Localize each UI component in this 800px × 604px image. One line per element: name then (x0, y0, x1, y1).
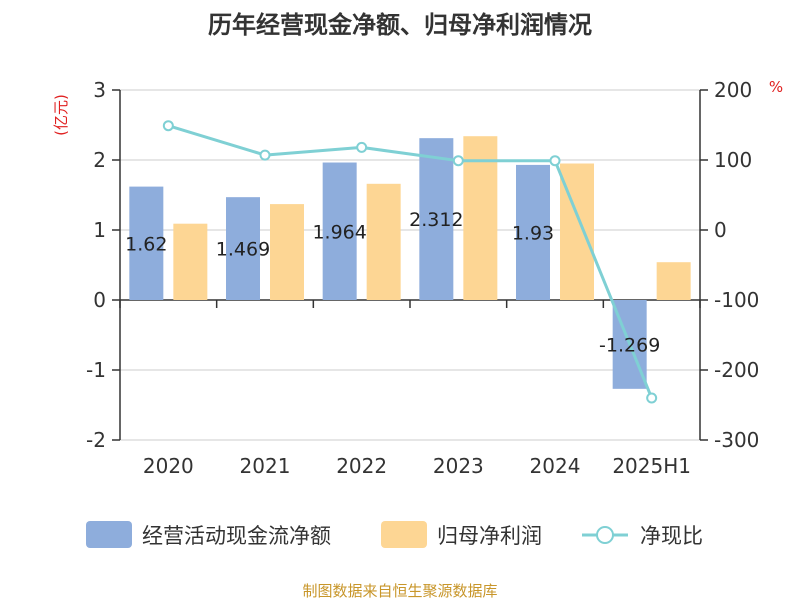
ratio-polyline (167, 124, 654, 399)
right-tick-label: -300 (714, 428, 759, 452)
x-tick-label: 2024 (530, 454, 581, 478)
ratio-point (549, 155, 561, 167)
bar-cash-flow (226, 197, 260, 300)
bar-cash-flow (129, 186, 164, 300)
x-tick-label: 2021 (240, 454, 291, 478)
bar-net-profit (463, 136, 498, 300)
bars (129, 136, 691, 389)
legend-swatch-cash (86, 521, 132, 548)
legend-label-profit: 归母净利润 (437, 524, 542, 548)
bar-cash-flow (419, 138, 454, 300)
cash-flow-data-label: -1.269 (599, 334, 660, 356)
cash-flow-data-label: 2.312 (409, 209, 463, 231)
right-tick-label: -100 (714, 288, 759, 312)
bar-net-profit (366, 183, 401, 300)
cash-flow-data-label: 1.62 (125, 233, 167, 255)
bar-cash-flow (516, 164, 550, 300)
data-labels: 1.62 1.469 1.964 2.312 1.93 -1.269 (125, 209, 660, 356)
bar-net-profit (173, 223, 208, 300)
ratio-point (259, 149, 271, 161)
left-tick-label: 0 (93, 288, 106, 312)
legend-label-ratio: 净现比 (640, 524, 703, 548)
ratio-point (356, 141, 368, 153)
cash-flow-data-label: 1.964 (312, 221, 366, 243)
right-tick-label: 0 (714, 218, 727, 242)
left-tick-label: -1 (86, 358, 106, 382)
bar-net-profit (270, 204, 304, 300)
legend-swatch-ratio-marker (596, 526, 614, 544)
left-tick-label: 2 (93, 148, 106, 172)
right-tick-label: 100 (714, 148, 752, 172)
cash-flow-data-label: 1.93 (512, 222, 554, 244)
ratio-point (162, 120, 174, 132)
left-tick-label: 1 (93, 218, 106, 242)
x-tick-label: 2025H1 (612, 454, 691, 478)
right-tick-label: 200 (714, 78, 752, 102)
bar-cash-flow (322, 162, 357, 300)
cash-flow-data-label: 1.469 (216, 239, 270, 261)
x-tick-label: 2020 (143, 454, 194, 478)
legend-swatch-profit (381, 521, 427, 548)
left-tick-label: -2 (86, 428, 106, 452)
chart-title: 历年经营现金净额、归母净利润情况 (208, 11, 592, 39)
ratio-point (646, 392, 658, 404)
axes: 3 2 1 0 -1 -2 200 100 0 -100 -200 -300 2020 2021 2022 2… (86, 78, 759, 478)
right-axis-unit: % (769, 78, 783, 96)
x-tick-label: 2023 (433, 454, 484, 478)
source-note: 制图数据来自恒生聚源数据库 (302, 582, 497, 600)
left-tick-label: 3 (93, 78, 106, 102)
left-axis-unit: (亿元) (52, 94, 70, 136)
legend: 经营活动现金流净额 归母净利润 净现比 (86, 521, 703, 548)
ratio-line (162, 120, 658, 404)
bar-net-profit (656, 262, 691, 300)
ratio-point (452, 155, 464, 167)
x-tick-label: 2022 (336, 454, 387, 478)
right-tick-label: -200 (714, 358, 759, 382)
legend-label-cash: 经营活动现金流净额 (142, 524, 331, 548)
